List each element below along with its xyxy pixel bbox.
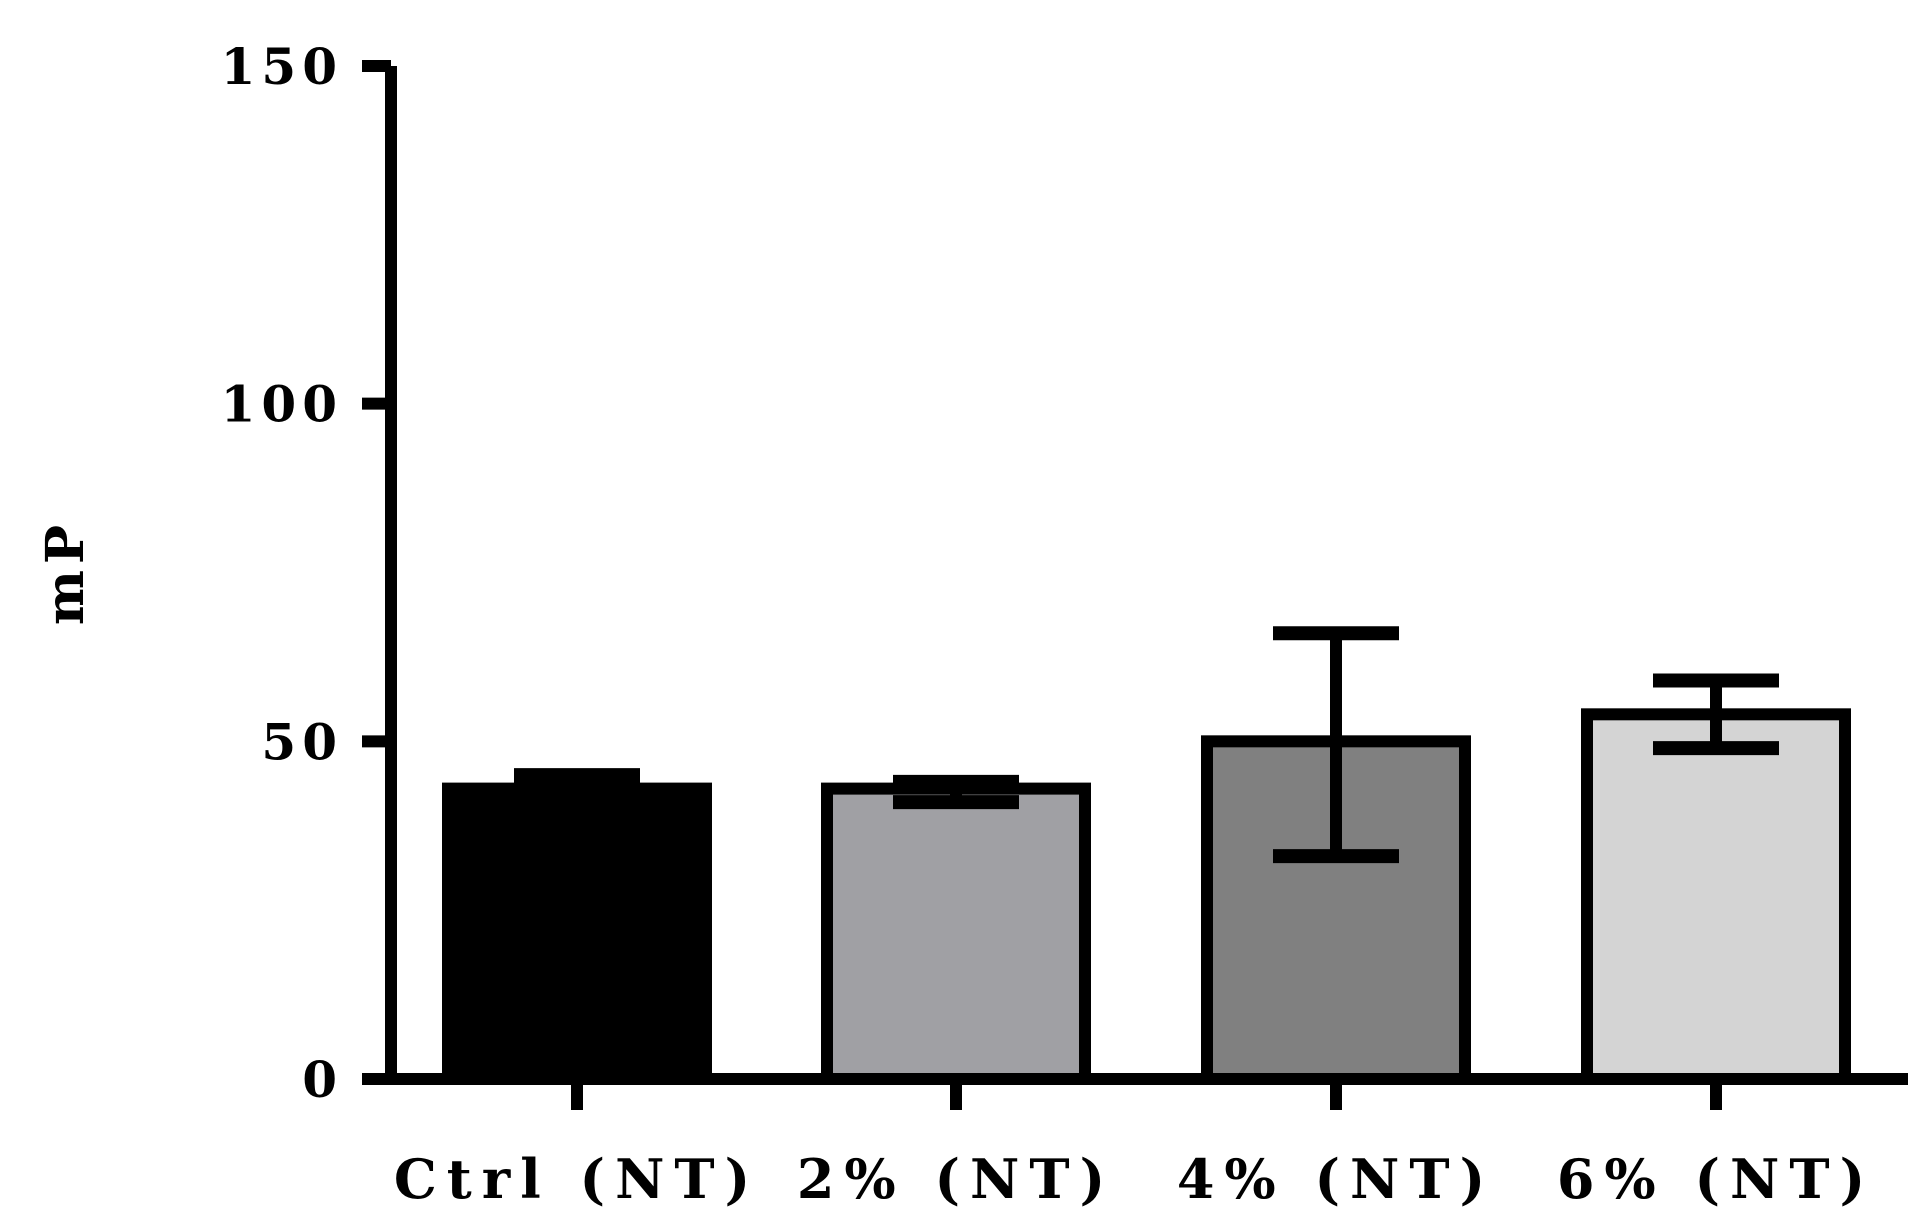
y-ticks: 0 50 100 150	[221, 37, 391, 1109]
y-axis-title: mP	[35, 519, 96, 625]
y-tick-label: 150	[221, 37, 343, 96]
x-category-label: 4% (NT)	[1177, 1147, 1495, 1211]
x-ticks: Ctrl (NT) 2% (NT) 4% (NT) 6% (NT)	[394, 1079, 1875, 1211]
bars	[442, 708, 1851, 1086]
y-tick-label: 100	[221, 375, 343, 434]
bar	[1581, 708, 1851, 1085]
y-tick-label: 50	[261, 712, 343, 771]
y-tick-label: 0	[302, 1050, 343, 1109]
error-bars	[514, 626, 1779, 864]
bar	[442, 782, 712, 1086]
x-category-label: Ctrl (NT)	[394, 1147, 760, 1211]
x-category-label: 6% (NT)	[1557, 1147, 1875, 1211]
x-category-label: 2% (NT)	[797, 1147, 1115, 1211]
bar	[821, 782, 1091, 1086]
